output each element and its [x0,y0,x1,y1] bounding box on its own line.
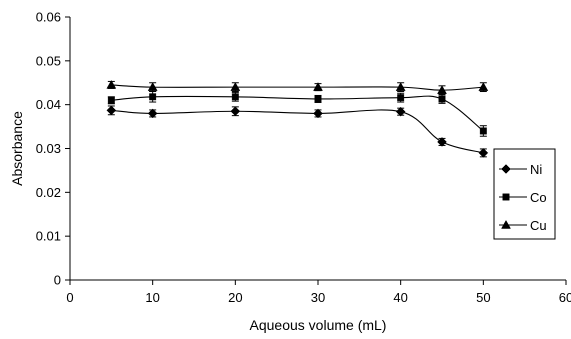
data-point [230,106,241,117]
x-tick-label: 60 [559,290,571,305]
x-tick-label: 0 [66,290,73,305]
y-tick-label: 0.03 [36,141,61,156]
x-tick-label: 10 [145,290,159,305]
data-point [395,82,406,91]
data-point [106,79,117,89]
y-axis-ticks: 0 0.01 0.02 0.03 0.04 0.05 0.06 [36,10,70,288]
data-point [478,148,489,158]
data-point [478,82,489,91]
legend-marker [501,164,511,174]
data-point [438,95,446,103]
y-tick-label: 0.04 [36,97,61,112]
series-ni [106,105,489,158]
x-tick-label: 50 [476,290,490,305]
legend-item: Cu [499,218,547,233]
series-line [111,109,484,154]
data-point [149,93,157,101]
data-point [437,85,447,94]
legend-item: Ni [499,162,542,177]
legend: Ni Co Cu [493,148,556,240]
legend-label: Co [530,190,547,205]
legend-marker [501,219,511,229]
y-tick-label: 0.05 [36,53,61,68]
x-axis-title: Aqueous volume (mL) [250,317,387,333]
data-point [437,137,447,147]
legend-marker [502,193,510,201]
x-tick-label: 40 [393,290,407,305]
data-point [313,82,323,91]
data-point [107,96,115,104]
y-tick-label: 0.02 [36,185,61,200]
legend-item: Co [499,190,547,205]
data-point [479,127,487,135]
data-point [395,106,406,117]
legend-label: Cu [530,218,547,233]
data-point [231,93,239,101]
x-tick-label: 30 [311,290,325,305]
series-cu [106,79,489,96]
data-point [314,95,322,103]
series-line [111,84,484,91]
x-tick-label: 20 [228,290,242,305]
data-point [147,108,158,119]
data-point [106,105,117,116]
data-point [230,82,241,91]
y-axis-title: Absorbance [9,111,25,186]
y-tick-label: 0.06 [36,10,61,25]
data-point [147,82,158,91]
series-layer [106,79,489,158]
x-axis-ticks: 0 10 20 30 40 50 60 [66,280,571,305]
data-point [313,108,323,119]
legend-label: Ni [530,162,542,177]
data-point [397,94,405,102]
series-co [107,91,487,137]
y-tick-label: 0.01 [36,229,61,244]
y-tick-label: 0 [54,273,61,288]
